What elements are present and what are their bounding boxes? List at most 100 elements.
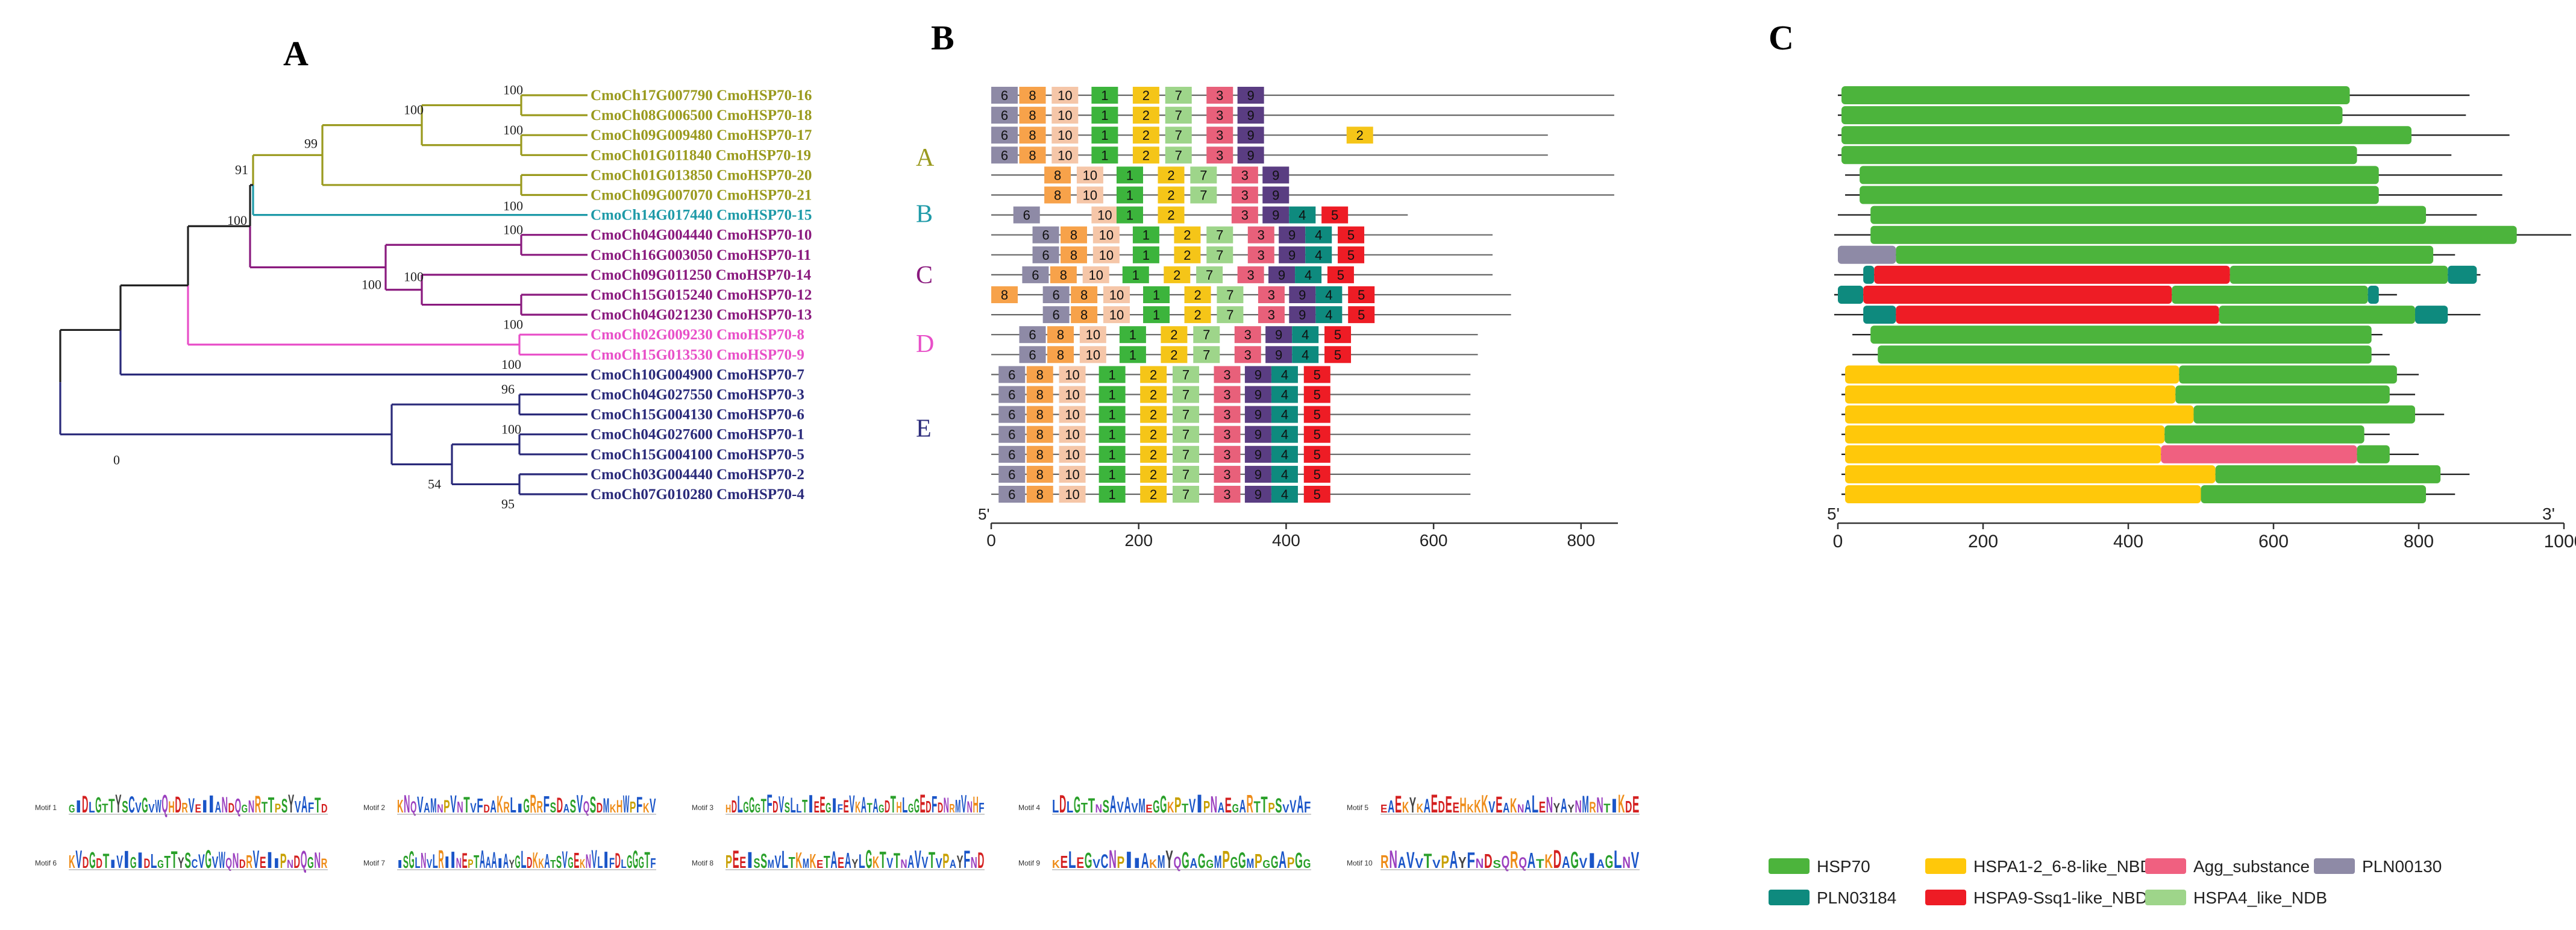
domain-axis-tick-label: 600 xyxy=(2258,532,2289,551)
motif-box xyxy=(1132,107,1159,124)
motif-logo-letter: N xyxy=(901,858,907,871)
gene-label: CmoCh04G004440 CmoHSP70-10 xyxy=(591,227,812,243)
motif-box xyxy=(1098,445,1126,463)
motif-logo-letter: D xyxy=(83,853,89,872)
motif-logo-letter: K xyxy=(497,791,503,818)
motif-number: 2 xyxy=(1170,347,1177,362)
motif-box xyxy=(1132,87,1159,104)
motif-number: 9 xyxy=(1255,388,1262,403)
motif-logo-letter: T xyxy=(463,793,470,817)
motif-logo-letter: E xyxy=(816,858,823,870)
motif-box xyxy=(1244,465,1271,483)
motif-box xyxy=(1292,346,1319,363)
motif-logo-letter: T xyxy=(171,847,178,873)
motif-number: 1 xyxy=(1126,208,1133,223)
motif-number: 1 xyxy=(1101,108,1108,123)
motif-number: 9 xyxy=(1247,128,1255,143)
motif-logo-letter: K xyxy=(1481,790,1488,818)
motif-number: 7 xyxy=(1203,327,1210,342)
bootstrap-value: 100 xyxy=(503,198,523,213)
motif-logo-letter: G xyxy=(205,845,212,874)
motif-number: 4 xyxy=(1281,367,1288,382)
motif-box xyxy=(1026,486,1053,503)
motif-number: 6 xyxy=(1053,287,1060,303)
motif-box xyxy=(1051,107,1079,124)
bootstrap-value: 100 xyxy=(501,357,521,372)
motif-number: 3 xyxy=(1244,347,1252,362)
motif-logo-letter: T xyxy=(891,791,896,818)
motif-box xyxy=(1059,406,1086,423)
motif-box xyxy=(991,107,1018,124)
motif-logo-letter: G xyxy=(568,855,573,872)
motif-logo-letter: T xyxy=(867,800,873,815)
motif-logo-letter: V xyxy=(1432,858,1441,871)
motif-logo-letter: Y xyxy=(178,855,184,872)
motif-logo-title: Motif 1 xyxy=(35,803,57,812)
motif-logo-letter: G xyxy=(1605,851,1614,872)
motif-box xyxy=(1164,266,1191,283)
motif-box xyxy=(1026,406,1053,423)
motif-number: 9 xyxy=(1272,208,1279,223)
motif-logo-letter: A xyxy=(424,800,430,815)
motif-box xyxy=(1346,127,1373,144)
motif-number: 3 xyxy=(1258,228,1265,243)
motif-box xyxy=(1292,326,1319,344)
motif-number: 8 xyxy=(1070,248,1077,263)
motif-logo-letter: S xyxy=(753,855,760,871)
domain-bar xyxy=(1878,345,2372,364)
motif-logo-letter: I xyxy=(444,853,450,872)
motif-logo-letter: G xyxy=(826,800,831,815)
domain-bar xyxy=(2219,306,2415,324)
motif-logo-letter: V xyxy=(1189,795,1196,817)
motif-logo-letter: V xyxy=(470,800,477,815)
motif-box xyxy=(1231,186,1258,204)
motif-logo-letter: K xyxy=(69,851,75,872)
motif-logo-letter: M xyxy=(430,794,436,817)
motif-box xyxy=(1091,127,1118,144)
motif-box xyxy=(1059,386,1086,403)
domain-bar xyxy=(1838,245,1896,264)
motif-box xyxy=(1174,246,1201,263)
motif-box xyxy=(1119,346,1146,363)
motif-logo-letter: T xyxy=(108,795,115,817)
motif-number: 2 xyxy=(1142,148,1150,163)
motif-number: 9 xyxy=(1288,228,1296,243)
motif-box xyxy=(1165,146,1192,164)
motif-logo-letter: Y xyxy=(288,790,294,818)
motif-logo-letter: V xyxy=(198,850,205,872)
motif-logo-letter: V xyxy=(1117,798,1124,816)
motif-logo-letter: F xyxy=(766,790,772,818)
motif-logo-letter: L xyxy=(738,791,743,818)
motif-logo-letter: D xyxy=(557,794,563,817)
motif-number: 9 xyxy=(1255,447,1262,462)
motif-box xyxy=(1132,146,1159,164)
motif-number: 8 xyxy=(1057,347,1064,362)
motif-logo-letter: D xyxy=(885,797,890,817)
gene-label: CmoCh15G004130 CmoHSP70-6 xyxy=(591,407,804,423)
motif-logo-letter: T xyxy=(103,850,110,873)
motif-logo-letter: Y xyxy=(1553,800,1561,815)
motif-logo-letter: G xyxy=(142,794,148,817)
motif-logo-letter: Y xyxy=(957,852,964,872)
motif-logo-letter: D xyxy=(1484,850,1493,872)
motif-number: 7 xyxy=(1182,367,1189,382)
domain-bar xyxy=(1838,286,1864,304)
legend-label: PLN00130 xyxy=(2362,857,2442,876)
motif-number: 7 xyxy=(1182,467,1189,482)
motif-logo-letter: V xyxy=(295,797,301,816)
motif-number: 9 xyxy=(1255,427,1262,442)
motif-box xyxy=(1303,366,1330,383)
motif-logo-letter: V xyxy=(650,794,656,817)
gene-label: CmoCh02G009230 CmoHSP70-8 xyxy=(591,327,804,343)
domain-bar xyxy=(2175,385,2390,404)
motif-logo-letter: G xyxy=(523,795,529,817)
motif-box xyxy=(1196,266,1223,283)
motif-logo-letter: N xyxy=(233,849,239,873)
motif-logo-letter: L xyxy=(621,858,626,871)
motif-logo-letter: G xyxy=(89,848,96,873)
motif-logo-letter: T xyxy=(1088,794,1095,817)
motif-logo-letter: K xyxy=(1052,858,1060,870)
motif-logo-letter: D xyxy=(527,853,532,872)
motif-logo-letter: K xyxy=(643,800,650,815)
